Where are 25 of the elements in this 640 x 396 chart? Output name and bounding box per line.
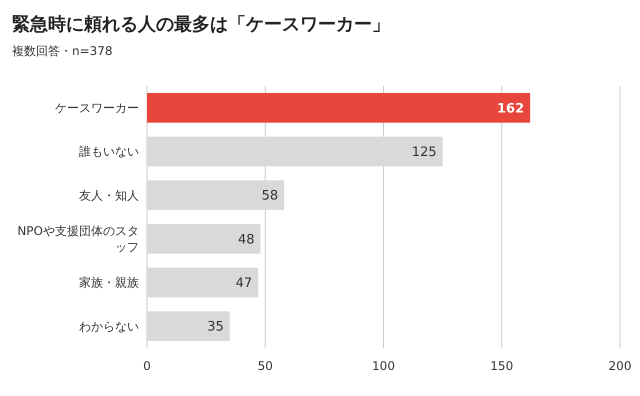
y-tick-label: 誰もいない xyxy=(79,144,139,159)
chart-title: 緊急時に頼れる人の最多は「ケースワーカー」 xyxy=(12,14,390,35)
chart-subtitle: 複数回答・n=378 xyxy=(12,44,113,58)
y-tick-label: ケースワーカー xyxy=(55,101,139,116)
y-tick-label: 友人・知人 xyxy=(79,188,139,202)
x-tick-label: 150 xyxy=(490,359,514,373)
data-label: 162 xyxy=(496,101,524,116)
bar xyxy=(147,268,258,298)
bar xyxy=(147,224,261,254)
y-tick-label: わからない xyxy=(79,319,139,334)
bar xyxy=(147,180,284,210)
x-tick-label: 200 xyxy=(608,359,632,373)
data-label: 48 xyxy=(238,232,255,248)
x-tick-label: 100 xyxy=(372,359,395,373)
x-tick-label: 50 xyxy=(258,359,273,373)
x-tick-label: 0 xyxy=(143,359,151,373)
y-tick-label: NPOや支援団体のスタッフ xyxy=(17,224,139,254)
data-label: 125 xyxy=(412,145,437,160)
data-label: 47 xyxy=(236,276,252,292)
bar xyxy=(147,311,230,342)
data-label: 58 xyxy=(262,188,278,204)
data-label: 35 xyxy=(207,320,224,335)
y-tick-label: 家族・親族 xyxy=(79,276,139,290)
bar xyxy=(147,92,530,123)
bar xyxy=(147,136,443,166)
